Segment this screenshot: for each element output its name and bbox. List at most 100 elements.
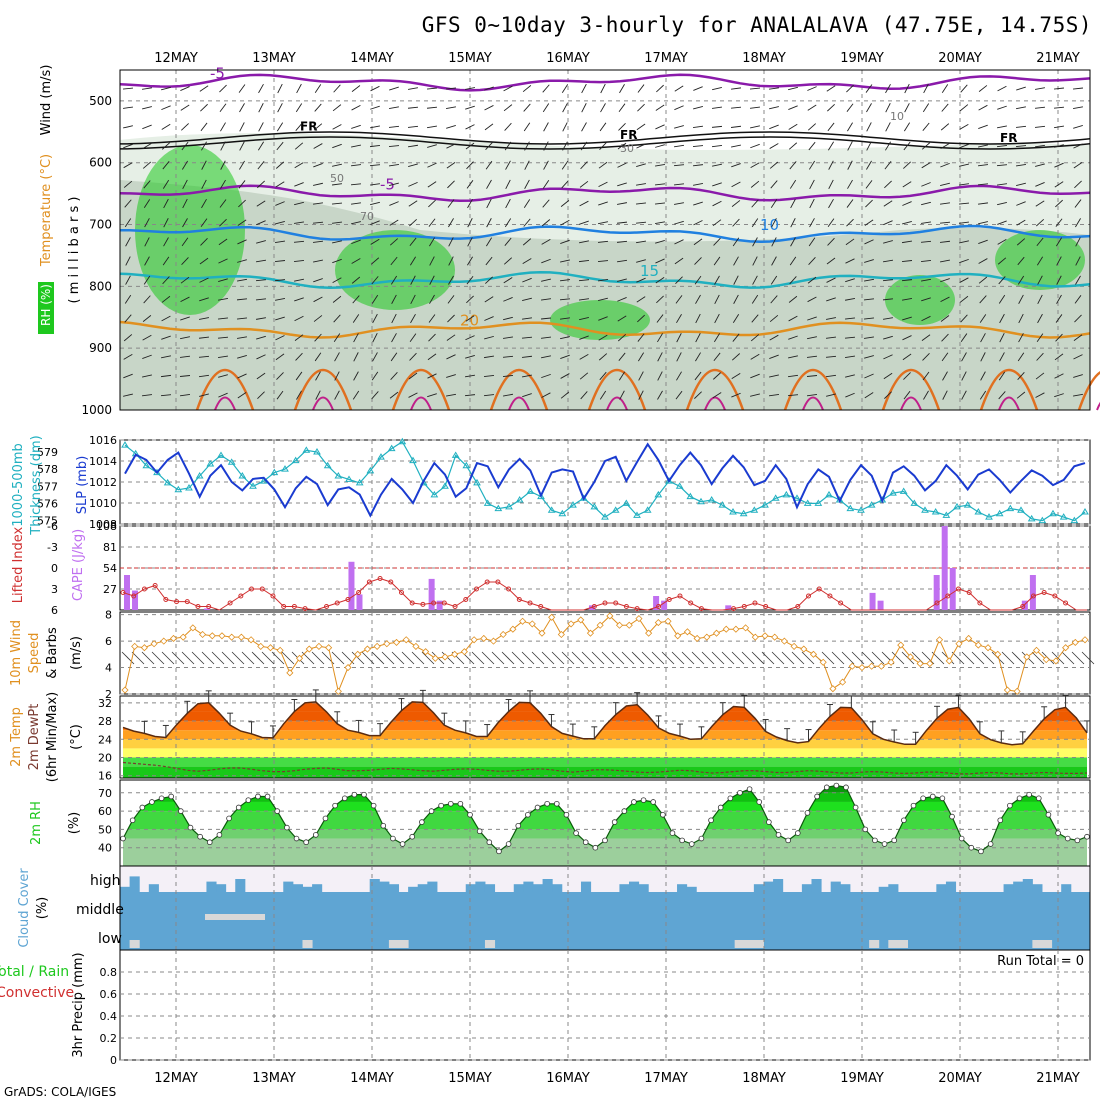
wind-barb [599,142,607,150]
wind-barb [504,218,512,228]
wind-barb [257,180,265,189]
wind-barb [258,122,264,132]
wind-barb [352,390,360,400]
rh-marker [322,815,329,822]
wind-barb [845,258,855,264]
wind-barb [560,259,570,263]
wind-barb [162,161,170,170]
wind-barb [505,160,511,170]
cloud-high-bar [235,879,246,892]
wind-barb [960,84,968,93]
wind-barb [314,333,322,342]
rh-tick-label: 70 [98,787,112,800]
wind-barb [750,334,760,342]
rh-marker [1007,802,1013,809]
wind-barb [978,144,988,148]
surface-wind-barb [221,651,235,665]
wind-barb [276,141,284,151]
cloud-high-bar [532,884,544,892]
wind-barb [236,317,248,320]
wind-barb [1054,181,1064,188]
wind-barb [540,336,552,339]
wind-barb [1016,106,1026,110]
wind-barb [676,333,682,343]
wind-barb [123,393,133,397]
cloud-mid-gap [205,914,265,920]
wind-barb [333,333,341,343]
wind-barb [142,354,152,359]
wind-barb [485,276,493,284]
wind-barb [883,372,893,380]
wind-barb [503,316,513,321]
wind-barb [388,125,400,128]
wind-barb [579,353,589,360]
wind-barb [598,297,608,301]
wind-speed-marker [363,645,371,653]
thickness-marker [1038,516,1047,524]
cloud-high-bar [1061,884,1072,892]
wind-barb [941,352,949,362]
wind-barb [559,317,571,320]
wind-barb [711,125,723,128]
cloud-high-bar [302,886,313,892]
wind-barb [1017,352,1025,362]
wind-barb [882,317,894,320]
wind-speed-marker [897,641,905,649]
wind-speed-marker [325,644,333,652]
wind-barb [828,198,834,209]
lifted-index-marker [441,600,447,606]
wind-barb [940,296,950,303]
date-label-bottom: 17MAY [644,1071,688,1086]
wind-barb [903,122,911,132]
wind-barb [486,179,492,189]
wind-barb [578,298,590,301]
lifted-index-marker [816,586,822,592]
wind-barb [275,201,285,206]
wind-barb [750,353,760,360]
wind-barb [581,122,587,132]
wind-barb [123,143,133,149]
wind-speed-marker [674,632,682,640]
precip-tick-label: 0.2 [100,1032,118,1045]
wind-barb [351,221,361,225]
rh-marker [187,824,194,831]
thickness-marker [195,472,204,479]
wind-barb [521,336,533,339]
wind-speed-marker [974,641,982,649]
pressure-tick-label: 600 [89,156,112,170]
wind-barb [865,180,873,189]
wind-barb [749,87,761,90]
lifted-index-marker [506,586,512,592]
wind-barb [657,352,663,362]
slp-tick-label: 1008 [89,518,117,531]
rh-marker [1026,791,1032,798]
wind-barb [752,275,758,285]
thickness-marker [537,492,545,500]
thickness-marker [899,487,908,494]
cloud-high-bar [840,884,851,892]
rh-marker [717,804,724,811]
rh-marker [823,784,830,791]
date-label-top: 12MAY [154,51,198,66]
wind-barb [598,181,608,188]
rh-contour-label: 70 [360,210,374,223]
wind-barb [844,317,856,320]
wind-speed-marker [955,640,963,648]
surface-wind-barb [331,651,345,665]
wind-barb [865,199,873,208]
wind-barb [124,218,132,228]
date-label-top: 16MAY [546,51,590,66]
wind-barb [523,218,531,227]
lifted-index-marker [763,604,769,609]
temperature-frame [119,695,1091,779]
rh-marker [621,808,628,814]
wind-barb [1075,256,1081,266]
wind-speed-marker [654,619,662,627]
wind-barb [484,86,494,91]
wind-barb [978,85,988,93]
wind-speed-marker [877,662,885,670]
wind-speed-marker [751,633,759,641]
rh-tick-label: 50 [98,823,112,836]
wind-barb [733,256,739,266]
lifted-index-marker [955,586,961,592]
